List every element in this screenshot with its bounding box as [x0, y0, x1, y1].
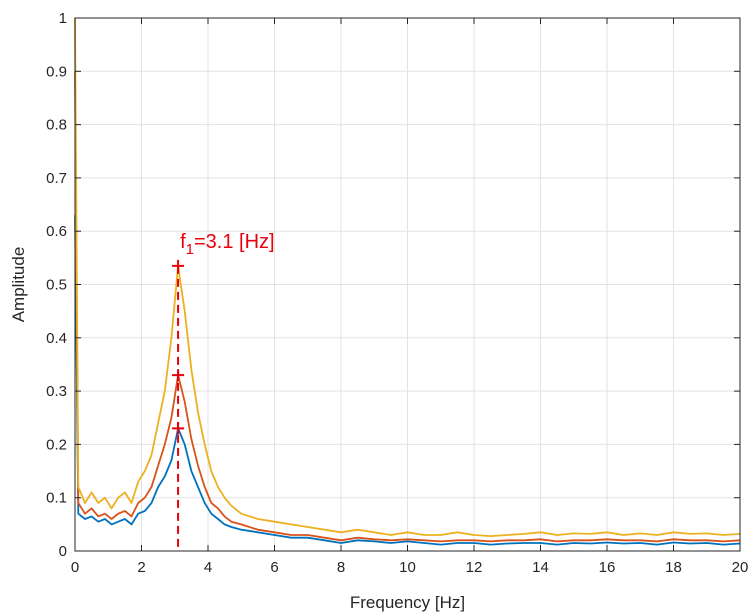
y-tick-label: 0.6 [46, 223, 67, 240]
x-tick-label: 2 [137, 559, 145, 576]
x-tick-label: 0 [71, 559, 79, 576]
y-axis-label: Amplitude [9, 247, 28, 323]
y-tick-label: 0.2 [46, 436, 67, 453]
y-tick-label: 0.1 [46, 490, 67, 507]
y-tick-label: 0.7 [46, 170, 67, 187]
y-tick-label: 0.9 [46, 63, 67, 80]
x-tick-label: 20 [732, 559, 749, 576]
x-tick-label: 4 [204, 559, 212, 576]
y-tick-label: 0.8 [46, 117, 67, 134]
x-tick-label: 10 [399, 559, 416, 576]
peak-annotation: f1=3.1 [Hz] [172, 231, 275, 551]
y-tick-label: 1 [59, 10, 67, 27]
x-tick-label: 16 [599, 559, 616, 576]
series-line-2 [74, 71, 741, 543]
series-lines [74, 17, 741, 546]
x-tick-label: 6 [270, 559, 278, 576]
tick-labels: 0 2 4 6 8 10 12 14 16 18 20 0 0.1 0.2 0.3 0.4 0.5 0.6 0.7 0… [46, 10, 748, 576]
x-tick-label: 12 [466, 559, 483, 576]
peak-marker [172, 259, 185, 272]
y-tick-label: 0 [59, 543, 67, 560]
x-tick-label: 8 [337, 559, 345, 576]
series-line-3 [74, 17, 741, 537]
peak-marker [172, 422, 185, 435]
series-line-1 [74, 215, 741, 546]
y-tick-label: 0.4 [46, 330, 67, 347]
peak-frequency-label: f1=3.1 [Hz] [180, 231, 275, 258]
x-axis-label: Frequency [Hz] [350, 593, 465, 612]
y-tick-label: 0.5 [46, 277, 67, 294]
x-tick-label: 14 [532, 559, 549, 576]
y-tick-label: 0.3 [46, 383, 67, 400]
grid [75, 18, 740, 551]
peak-marker [172, 369, 185, 382]
x-tick-label: 18 [665, 559, 682, 576]
